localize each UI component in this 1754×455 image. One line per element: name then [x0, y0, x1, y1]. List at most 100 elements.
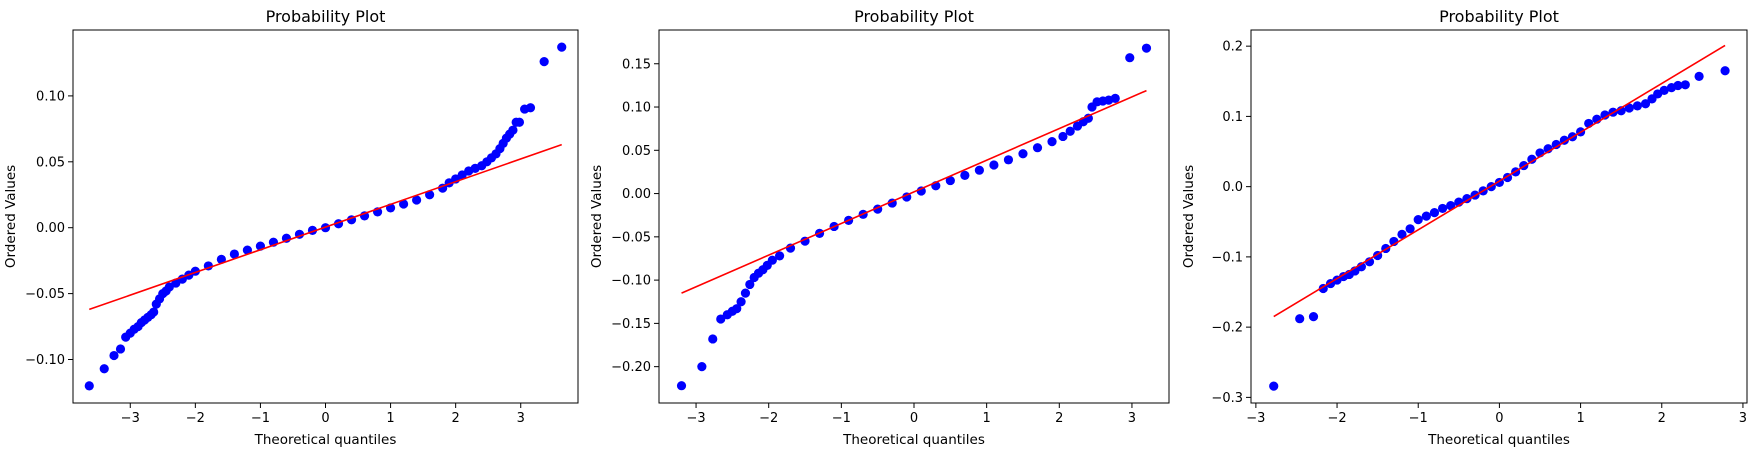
data-point: [708, 334, 718, 344]
data-point: [1032, 143, 1043, 153]
data-point: [1640, 99, 1651, 109]
data-point: [1125, 53, 1135, 63]
data-point: [697, 362, 707, 372]
x-tick-label: 0: [321, 411, 329, 426]
data-point: [1437, 203, 1448, 214]
subplot-1: Probability Plot −3 −2 −1 0 1 2 3 −0.10 −0.05 0.00…: [3, 7, 579, 448]
chart-title: Probability Plot: [854, 7, 974, 26]
x-tick-label: −3: [686, 411, 705, 426]
y-tick-label: 0.0: [1222, 180, 1243, 195]
y-tick-label: 0.2: [1222, 40, 1243, 55]
y-tick-label: 0.15: [622, 57, 651, 72]
x-tick-label: 3: [517, 411, 525, 426]
data-point: [774, 251, 785, 261]
data-point: [1065, 126, 1075, 136]
data-point: [989, 160, 999, 170]
data-point: [1429, 208, 1440, 218]
y-axis-label: Ordered Values: [589, 165, 605, 268]
data-point: [736, 297, 746, 307]
chart-title: Probability Plot: [1439, 7, 1559, 26]
y-tick-label: 0.05: [622, 144, 651, 159]
y-tick-label: 0.05: [36, 155, 65, 170]
data-point: [740, 288, 751, 298]
data-point: [745, 279, 755, 290]
data-point: [216, 254, 226, 264]
y-tick-label: −0.10: [611, 274, 651, 289]
data-point: [1551, 139, 1561, 150]
y-tick-label: −0.15: [611, 317, 651, 332]
fit-line: [1273, 44, 1726, 318]
x-tick-label: −1: [832, 411, 851, 426]
axes-frame: [72, 29, 579, 404]
data-point: [539, 57, 549, 67]
data-point: [109, 350, 119, 361]
data-point: [525, 103, 536, 113]
data-point: [1018, 149, 1028, 159]
data-point: [1047, 137, 1057, 147]
data-point: [916, 186, 926, 196]
x-axis-label: Theoretical quantiles: [254, 432, 397, 448]
data-point: [425, 190, 435, 200]
x-tick-label: −3: [1246, 411, 1265, 426]
data-point: [1694, 71, 1704, 81]
data-point: [1308, 311, 1319, 322]
x-axis-label: Theoretical quantiles: [1427, 432, 1570, 448]
data-point: [398, 199, 409, 209]
data-point: [1680, 80, 1690, 90]
y-tick-label: 0.1: [1222, 110, 1243, 125]
data-point: [1462, 193, 1472, 204]
x-tick-label: 1: [1576, 411, 1584, 426]
y-tick-label: −0.10: [25, 353, 65, 368]
data-point: [99, 364, 109, 374]
data-point: [732, 304, 742, 314]
x-tick-label: 2: [1055, 411, 1063, 426]
x-tick-label: 1: [983, 411, 991, 426]
data-point: [1600, 110, 1610, 120]
fit-line: [89, 143, 562, 311]
subplot-3: Probability Plot −3 −2 −1 0 1 2 3 −0.3 −0.2 −0.1 0.…: [1181, 7, 1748, 448]
y-tick-label: −0.1: [1211, 250, 1243, 265]
x-tick-label: 3: [1739, 411, 1747, 426]
x-tick-label: −3: [121, 411, 140, 426]
data-point: [1141, 43, 1152, 53]
y-tick-label: 0.00: [622, 187, 651, 202]
x-tick-label: −2: [759, 411, 778, 426]
data-point: [1003, 155, 1014, 165]
data-point: [514, 117, 525, 127]
data-point: [676, 381, 687, 391]
x-tick-label: 3: [1128, 411, 1136, 426]
y-tick-label: −0.05: [611, 230, 651, 245]
chart-title: Probability Plot: [266, 7, 386, 26]
y-tick-label: 0.00: [36, 221, 65, 236]
data-point: [767, 255, 777, 265]
data-point: [149, 307, 159, 317]
data-point: [115, 344, 126, 354]
data-point: [1527, 154, 1537, 164]
subplot-2: Probability Plot −3 −2 −1 0 1 2 3 −0.20 −0.15 −0.1…: [589, 7, 1170, 448]
data-point: [1405, 224, 1415, 234]
x-tick-label: 0: [1495, 411, 1503, 426]
x-tick-label: −2: [1327, 411, 1346, 426]
fit-line: [681, 89, 1147, 294]
data-point: [412, 195, 422, 205]
data-point: [1295, 314, 1305, 324]
y-axis-label: Ordered Values: [1181, 165, 1197, 268]
data-point: [1421, 211, 1431, 221]
x-tick-label: −1: [1409, 411, 1428, 426]
data-point: [960, 170, 970, 180]
data-point: [716, 314, 726, 324]
data-point: [1058, 131, 1068, 142]
y-tick-label: −0.2: [1211, 321, 1243, 336]
data-point: [1413, 215, 1423, 225]
y-axis-label: Ordered Values: [3, 165, 19, 268]
x-tick-label: −1: [251, 411, 270, 426]
data-point: [242, 245, 253, 255]
y-tick-label: −0.3: [1211, 391, 1243, 406]
data-point: [974, 165, 984, 175]
y-tick-label: −0.05: [25, 287, 65, 302]
x-axis-label: Theoretical quantiles: [842, 432, 985, 448]
data-point: [1624, 103, 1634, 113]
data-point: [1446, 201, 1456, 211]
data-point: [1659, 85, 1669, 96]
